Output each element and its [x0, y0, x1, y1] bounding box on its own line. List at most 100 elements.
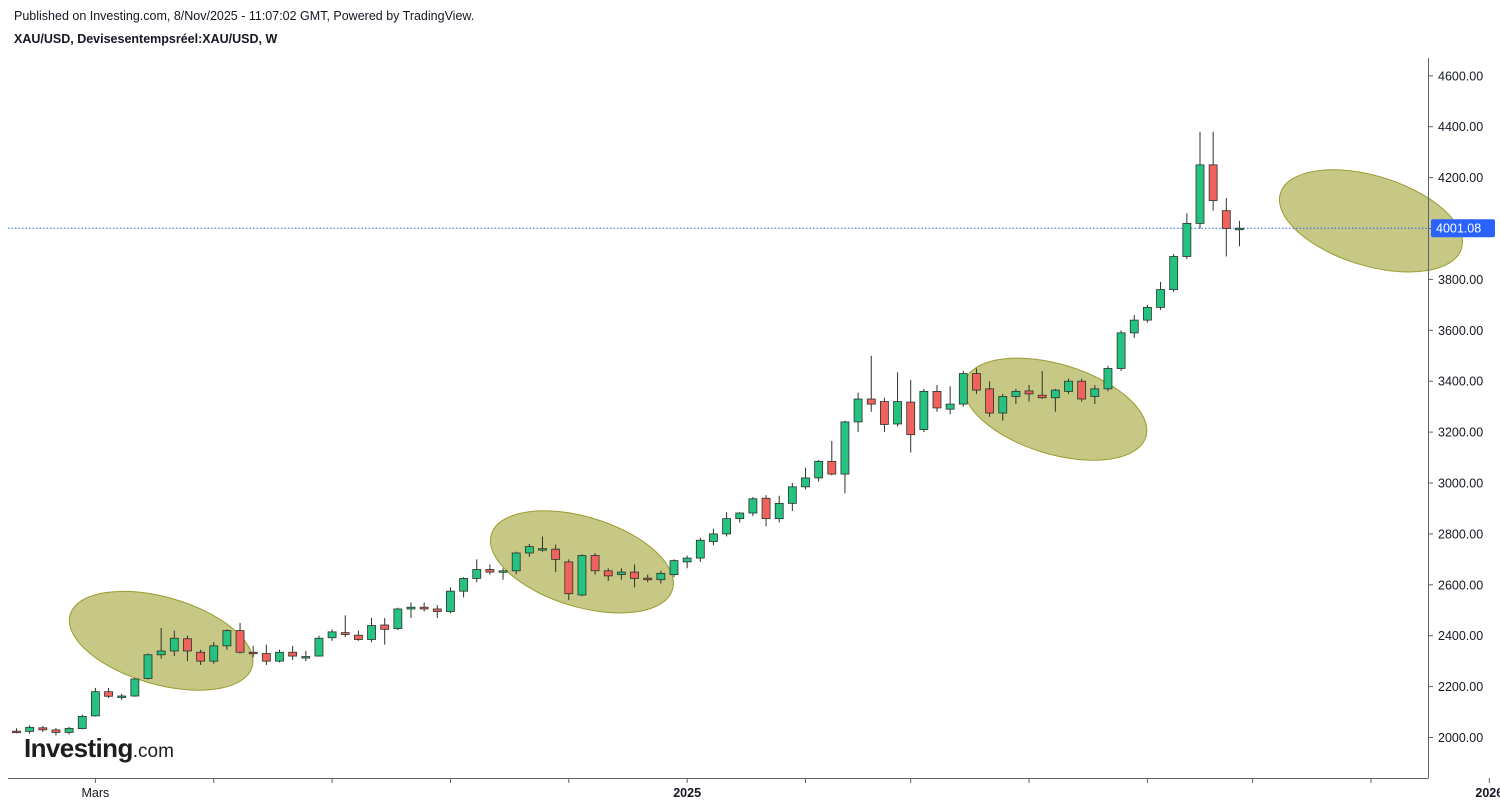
candle[interactable] [1050, 388, 1060, 412]
candle[interactable] [117, 693, 127, 700]
candle[interactable] [261, 644, 271, 665]
candle[interactable] [183, 635, 192, 662]
candle[interactable] [1235, 220, 1244, 247]
candle[interactable] [985, 381, 994, 417]
candle[interactable] [853, 392, 863, 433]
candle[interactable] [827, 441, 837, 476]
candle[interactable] [617, 568, 626, 580]
candle[interactable] [432, 605, 442, 618]
candle[interactable] [1182, 213, 1192, 260]
candle[interactable] [1011, 388, 1021, 405]
candle[interactable] [25, 725, 35, 734]
candle[interactable] [353, 630, 363, 641]
candle[interactable] [209, 642, 219, 664]
candle[interactable] [972, 368, 981, 394]
candle[interactable] [524, 544, 534, 557]
candle[interactable] [1143, 304, 1152, 323]
candle-body [919, 390, 929, 430]
candle[interactable] [446, 587, 455, 614]
candle-body [577, 555, 587, 596]
candle[interactable] [906, 379, 916, 453]
candle[interactable] [91, 687, 100, 717]
candle[interactable] [1129, 315, 1139, 338]
candle[interactable] [1064, 378, 1073, 394]
candle[interactable] [603, 568, 613, 581]
candle[interactable] [1221, 197, 1231, 257]
candle[interactable] [840, 420, 850, 494]
candle[interactable] [932, 385, 942, 412]
candle[interactable] [235, 622, 245, 654]
candle[interactable] [196, 649, 206, 665]
candle[interactable] [801, 467, 810, 490]
candle[interactable] [288, 645, 298, 660]
candle[interactable] [866, 355, 876, 412]
candle[interactable] [590, 552, 600, 575]
candle[interactable] [1090, 385, 1100, 405]
candle[interactable] [814, 460, 824, 482]
candle[interactable] [1156, 281, 1165, 310]
candle[interactable] [459, 577, 469, 598]
candle[interactable] [735, 512, 745, 523]
candle[interactable] [669, 559, 679, 578]
candle[interactable] [1195, 131, 1205, 229]
candle[interactable] [156, 628, 166, 659]
candle[interactable] [314, 635, 324, 657]
candle[interactable] [143, 653, 153, 680]
candle[interactable] [64, 726, 74, 735]
candle[interactable] [406, 602, 416, 618]
candle[interactable] [551, 544, 561, 573]
candle[interactable] [958, 371, 968, 407]
candle[interactable] [393, 607, 403, 631]
candle[interactable] [12, 728, 21, 734]
candle[interactable] [998, 393, 1008, 421]
candle[interactable] [880, 397, 889, 433]
candle[interactable] [945, 386, 955, 415]
candle[interactable] [722, 512, 731, 537]
candle[interactable] [787, 483, 797, 511]
candle[interactable] [656, 570, 666, 584]
candle[interactable] [77, 714, 87, 730]
candle[interactable] [472, 559, 482, 583]
candle[interactable] [248, 645, 258, 658]
candle[interactable] [695, 537, 705, 562]
highlight-ellipse-4 [1278, 169, 1463, 273]
candle[interactable] [301, 650, 311, 662]
candle[interactable] [511, 551, 521, 575]
candle[interactable] [1103, 365, 1113, 392]
candle[interactable] [169, 630, 179, 657]
candle-body [853, 398, 863, 423]
candle[interactable] [748, 496, 758, 517]
candle[interactable] [1037, 371, 1047, 400]
candle[interactable] [485, 564, 495, 575]
candle[interactable] [1116, 330, 1126, 372]
candle[interactable] [682, 555, 692, 569]
candle[interactable] [893, 372, 902, 427]
candle[interactable] [1024, 385, 1034, 402]
candle[interactable] [538, 536, 547, 552]
candle[interactable] [564, 559, 574, 601]
candle[interactable] [38, 726, 48, 732]
candle[interactable] [367, 617, 376, 643]
candle[interactable] [630, 564, 639, 588]
candle[interactable] [1208, 131, 1218, 211]
candle[interactable] [327, 629, 337, 641]
candle[interactable] [498, 568, 508, 580]
candle[interactable] [130, 678, 140, 697]
candle[interactable] [761, 495, 771, 527]
candle[interactable] [222, 629, 232, 650]
candle[interactable] [709, 528, 718, 546]
candle[interactable] [104, 687, 113, 699]
candle[interactable] [1169, 253, 1179, 293]
candle[interactable] [643, 574, 653, 583]
candle[interactable] [275, 649, 284, 663]
candle-body [617, 571, 626, 576]
candle[interactable] [919, 388, 929, 433]
candle[interactable] [340, 615, 350, 637]
candle[interactable] [380, 617, 390, 645]
candle[interactable] [51, 727, 61, 736]
candle[interactable] [774, 495, 784, 523]
candle[interactable] [577, 554, 587, 597]
candle[interactable] [419, 602, 429, 612]
candle[interactable] [1077, 378, 1087, 402]
